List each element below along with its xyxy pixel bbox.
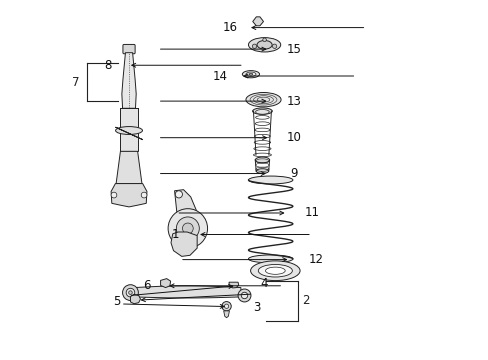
Circle shape (111, 192, 117, 198)
Ellipse shape (248, 255, 292, 263)
Ellipse shape (258, 265, 292, 277)
Circle shape (241, 292, 247, 299)
Text: 1: 1 (172, 228, 179, 241)
Ellipse shape (115, 127, 142, 134)
Circle shape (141, 192, 147, 198)
Ellipse shape (250, 261, 300, 280)
Text: 16: 16 (222, 21, 237, 34)
Circle shape (238, 289, 250, 302)
Polygon shape (223, 311, 229, 318)
Polygon shape (134, 286, 241, 298)
Polygon shape (120, 108, 137, 151)
Text: 7: 7 (72, 76, 80, 89)
Ellipse shape (248, 38, 280, 52)
Polygon shape (171, 232, 197, 256)
Text: 11: 11 (305, 207, 320, 220)
Polygon shape (111, 184, 147, 207)
Circle shape (168, 209, 207, 248)
Polygon shape (228, 282, 238, 288)
Circle shape (122, 285, 138, 301)
Text: 5: 5 (113, 295, 121, 308)
Ellipse shape (249, 73, 252, 75)
Ellipse shape (245, 72, 255, 76)
Text: 9: 9 (290, 167, 297, 180)
Polygon shape (174, 190, 197, 225)
Text: 3: 3 (253, 301, 260, 314)
Text: 8: 8 (103, 59, 111, 72)
Circle shape (175, 191, 182, 198)
Polygon shape (130, 294, 140, 304)
Text: 12: 12 (308, 253, 323, 266)
Text: 6: 6 (143, 279, 150, 292)
Text: 2: 2 (302, 294, 309, 307)
Text: 10: 10 (286, 131, 301, 144)
Ellipse shape (256, 169, 268, 174)
Circle shape (128, 291, 132, 294)
Text: 4: 4 (260, 277, 267, 290)
Circle shape (252, 44, 256, 48)
Circle shape (126, 288, 135, 297)
Circle shape (272, 44, 276, 48)
Ellipse shape (248, 176, 292, 184)
Polygon shape (122, 53, 136, 108)
Text: 13: 13 (286, 95, 301, 108)
Text: 15: 15 (286, 42, 301, 55)
Circle shape (262, 38, 266, 41)
Ellipse shape (242, 71, 259, 78)
Ellipse shape (245, 93, 281, 107)
Circle shape (222, 302, 231, 311)
FancyBboxPatch shape (122, 44, 135, 54)
Ellipse shape (265, 267, 285, 274)
Circle shape (224, 304, 228, 309)
Polygon shape (116, 151, 142, 184)
Ellipse shape (252, 108, 272, 114)
Ellipse shape (255, 157, 269, 163)
Ellipse shape (257, 41, 271, 49)
Circle shape (182, 223, 193, 234)
Circle shape (176, 217, 199, 240)
Polygon shape (252, 17, 263, 26)
Text: 14: 14 (212, 69, 227, 82)
Ellipse shape (255, 109, 269, 114)
Polygon shape (160, 279, 170, 288)
